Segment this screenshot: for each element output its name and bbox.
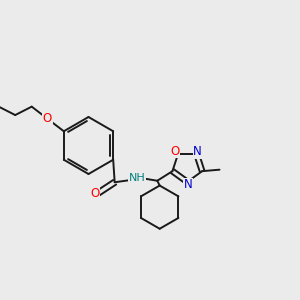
Text: O: O: [43, 112, 52, 125]
Text: N: N: [193, 146, 202, 158]
Text: O: O: [90, 187, 100, 200]
Text: N: N: [184, 178, 192, 191]
Text: NH: NH: [128, 173, 145, 183]
Text: O: O: [170, 145, 180, 158]
